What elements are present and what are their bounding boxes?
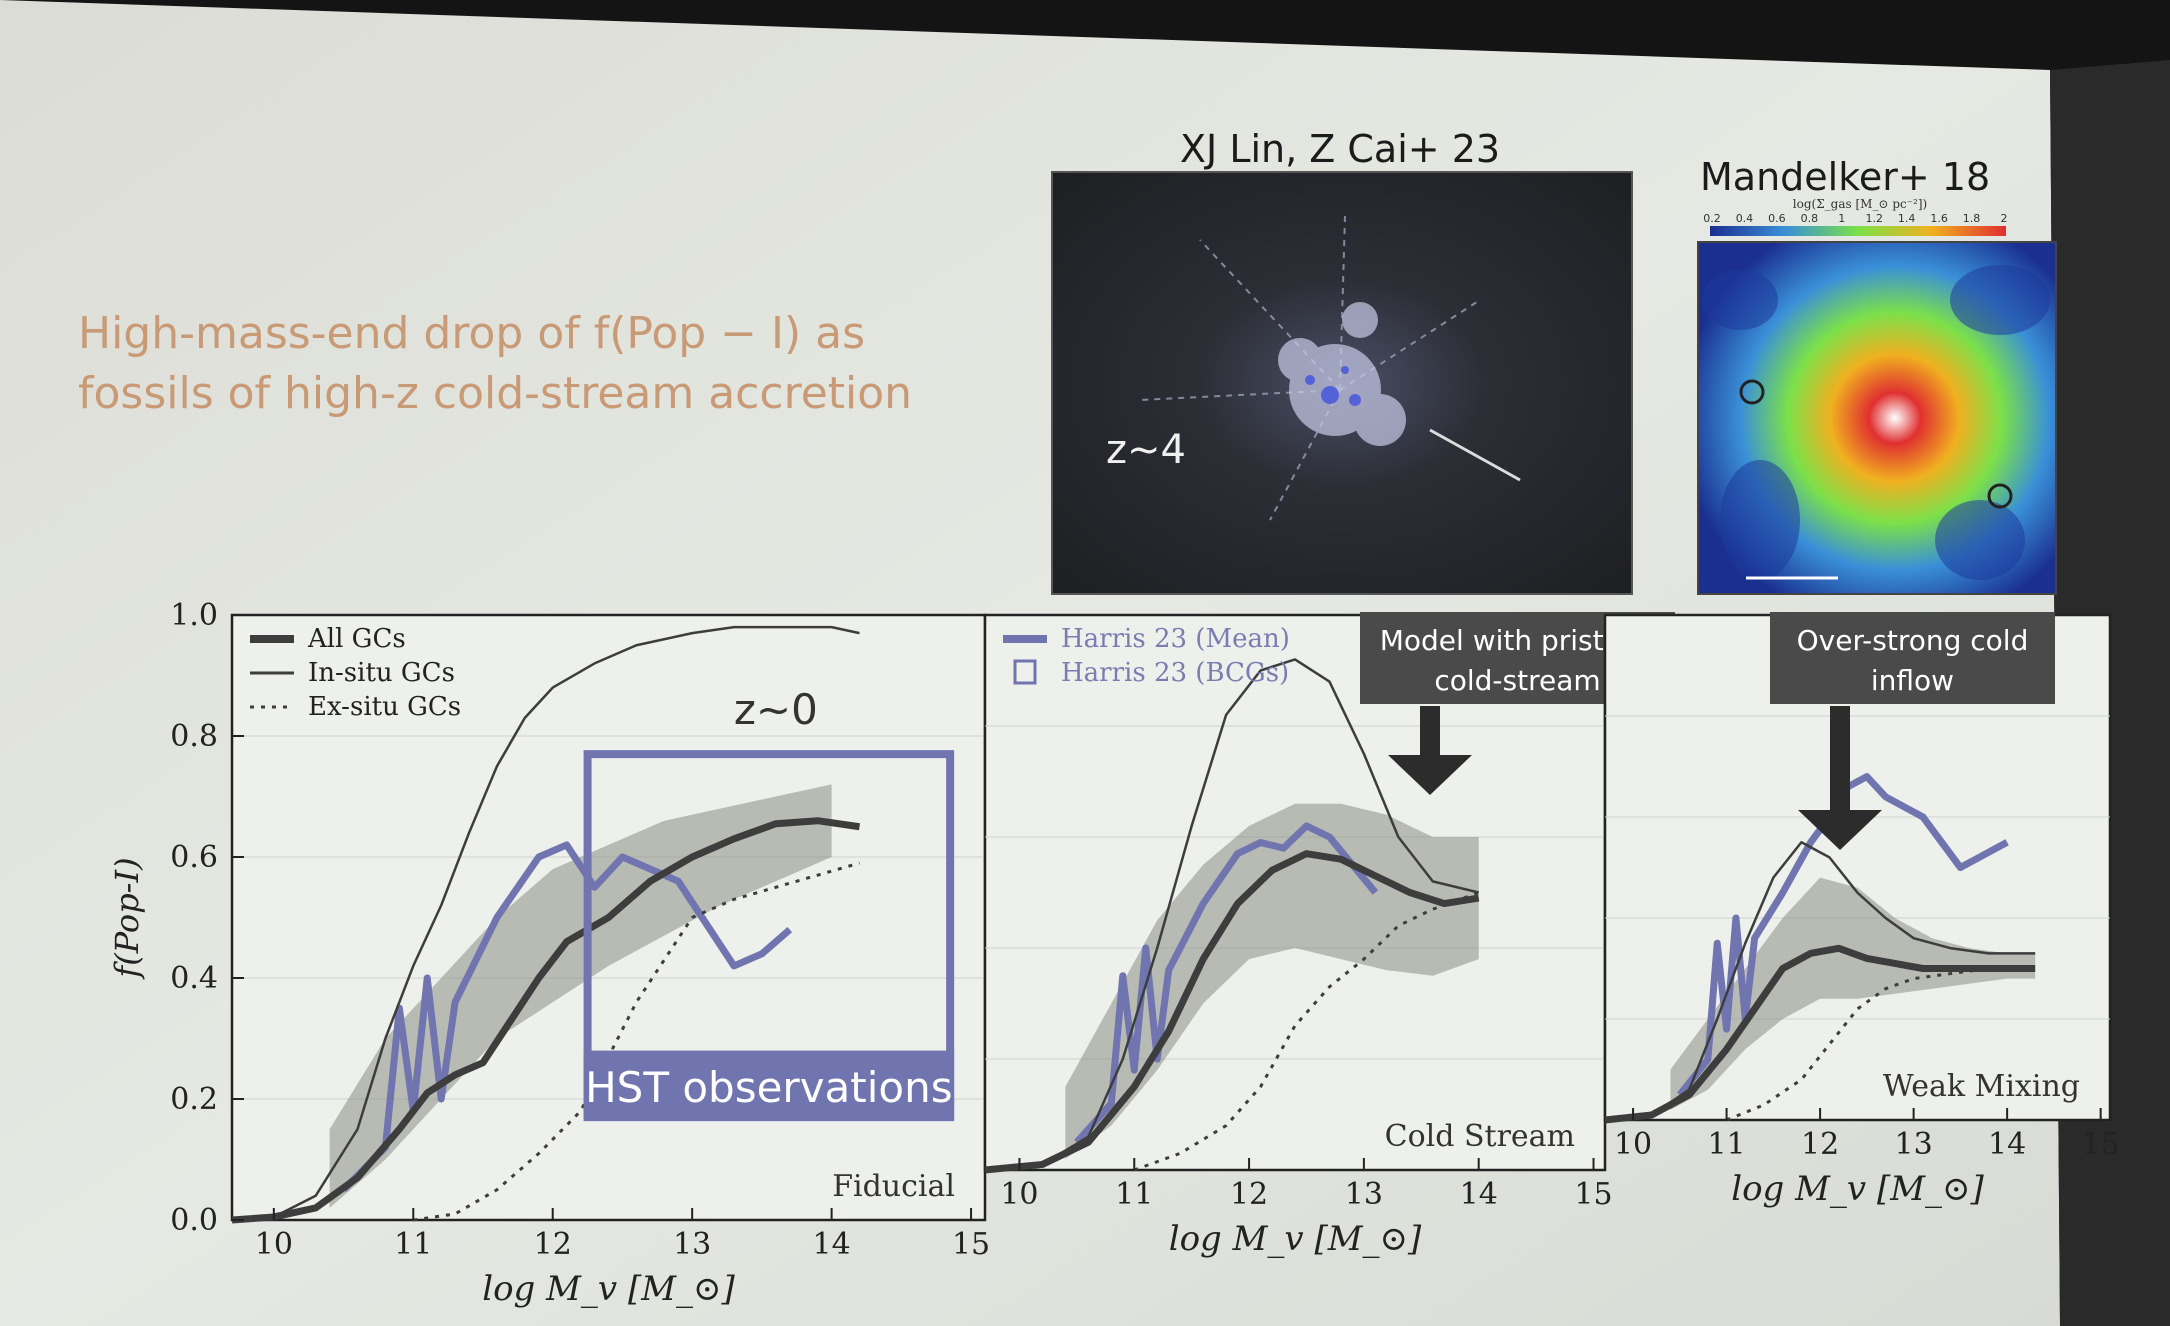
y-tick-label: 0.4 [170, 961, 218, 996]
z4-label: z~4 [1106, 427, 1186, 473]
x-axis-label: log M_v [M_⊙] [482, 1269, 735, 1309]
x-tick-label: 13 [1345, 1177, 1383, 1212]
arrow-head-icon [1798, 810, 1882, 850]
colorbar-tick: 0.4 [1736, 212, 1754, 225]
panel-name: Cold Stream [1385, 1119, 1575, 1154]
x-tick-label: 15 [1574, 1177, 1612, 1212]
series-line-in-situ-gcs [984, 658, 1479, 1172]
arrow-shaft [1420, 706, 1440, 765]
y-tick-label: 0.8 [170, 719, 218, 754]
x-tick-label: 12 [534, 1227, 572, 1262]
left-image-caption: XJ Lin, Z Cai+ 23 [1180, 127, 1500, 171]
y-axis-label: f(Pop-I) [108, 857, 146, 979]
panel-name: Fiducial [832, 1169, 955, 1204]
series-line-ex-situ-gcs [413, 861, 860, 1222]
x-tick-label: 14 [1988, 1127, 2026, 1162]
hst-label-bg [583, 1050, 955, 1118]
callout-box [1770, 612, 2055, 704]
colorbar-tick: 0.6 [1768, 212, 1786, 225]
x-tick-label: 10 [255, 1227, 293, 1262]
legend-entry: In-situ GCs [308, 658, 455, 688]
series-line-all-gcs [984, 850, 1480, 1174]
x-axis-label: log M_v [M_⊙] [1731, 1169, 1984, 1209]
x-tick-label: 14 [813, 1227, 851, 1262]
annotation-0: HST observations z~0 [583, 685, 955, 1122]
x-tick-label: 11 [1707, 1127, 1745, 1162]
y-tick-label: 0.6 [170, 840, 218, 875]
series-line-in-situ-gcs [231, 625, 860, 1222]
colorbar-tick: 1.8 [1963, 212, 1981, 225]
x-tick-label: 11 [394, 1227, 432, 1262]
colorbar-ticks: 0.2 0.4 0.6 0.8 1 1.2 1.4 1.6 1.8 2 log(Σ_gas [M_⊙… [1703, 197, 2007, 225]
y-tick-label: 0.2 [170, 1082, 218, 1117]
arrow-head-icon [1388, 755, 1472, 795]
legend-entry: All GCs [307, 624, 406, 654]
series-line-all-gcs [231, 817, 861, 1224]
left-simulation-image: z~4 [1051, 171, 1633, 595]
colorbar-tick: 1 [1838, 212, 1845, 225]
x-tick-label: 12 [1230, 1177, 1268, 1212]
hst-label: HST observations [585, 1063, 953, 1112]
x-tick-label: 11 [1115, 1177, 1153, 1212]
x-axis-label: log M_v [M_⊙] [1169, 1219, 1422, 1259]
x-tick-label: 10 [1000, 1177, 1038, 1212]
colorbar-label: log(Σ_gas [M_⊙ pc⁻²]) [1793, 197, 1927, 211]
series-line-ex-situ-gcs [1133, 891, 1480, 1172]
callout-line: cold-stream [1434, 664, 1600, 697]
legend-swatch [1013, 659, 1037, 685]
x-tick-label: 15 [952, 1227, 990, 1262]
x-tick-label: 15 [2082, 1127, 2120, 1162]
colorbar-tick: 1.4 [1898, 212, 1916, 225]
annotation-2: Over-strong cold inflow [1770, 612, 2055, 850]
x-tick-label: 12 [1801, 1127, 1839, 1162]
right-simulation-image [1697, 241, 2057, 595]
x-tick-label: 10 [1614, 1127, 1652, 1162]
panel-name: Weak Mixing [1883, 1069, 2080, 1104]
chart-panel-2: 10 11 12 13 14 15 log M_v [M_⊙] Weak Mixing Over… [1603, 612, 2120, 1209]
right-image-caption: Mandelker+ 18 [1700, 155, 1990, 199]
callout-line: Over-strong cold [1797, 624, 2029, 657]
x-tick-label: 13 [1895, 1127, 1933, 1162]
chart-panel-0: 10 11 12 13 14 15 log M_v [M_⊙] Fiducial 0.0 0.2 0… [108, 598, 990, 1309]
colorbar-tick: 1.6 [1930, 212, 1948, 225]
colorbar [1710, 226, 2006, 236]
headline-line-1: High-mass-end drop of f(Pop − I) as [78, 308, 865, 359]
observation-mean-line [1074, 822, 1379, 1145]
arrow-shaft [1830, 706, 1850, 820]
headline-line-2: fossils of high-z cold-stream accretion [78, 368, 912, 419]
model-scatter-band [1670, 877, 2036, 1110]
legend-entry: Ex-situ GCs [308, 692, 461, 722]
x-tick-label: 13 [673, 1227, 711, 1262]
z0-label: z~0 [734, 685, 818, 734]
callout-line: inflow [1871, 664, 1954, 697]
y-tick-label: 0.0 [170, 1203, 218, 1238]
legend-entry: Harris 23 (Mean) [1061, 624, 1290, 654]
legend-entry: Harris 23 (BCGs) [1061, 658, 1289, 688]
x-tick-label: 14 [1460, 1177, 1498, 1212]
colorbar-tick: 0.8 [1801, 212, 1819, 225]
y-tick-label: 1.0 [170, 598, 218, 633]
figure-three-panels: 10 11 12 13 14 15 log M_v [M_⊙] Fiducial 0.0 0.2 0… [108, 598, 2120, 1309]
chart-panel-1: 10 11 12 13 14 15 log M_v [M_⊙] Cold Stream Harr… [983, 612, 1675, 1259]
model-scatter-band [329, 784, 832, 1208]
series-line-all-gcs [1604, 944, 2036, 1124]
colorbar-tick: 2 [2001, 212, 2008, 225]
series-line-in-situ-gcs [1604, 841, 2036, 1122]
observation-mean-line [341, 841, 793, 1193]
colorbar-tick: 1.2 [1865, 212, 1883, 225]
colorbar-tick: 0.2 [1703, 212, 1721, 225]
